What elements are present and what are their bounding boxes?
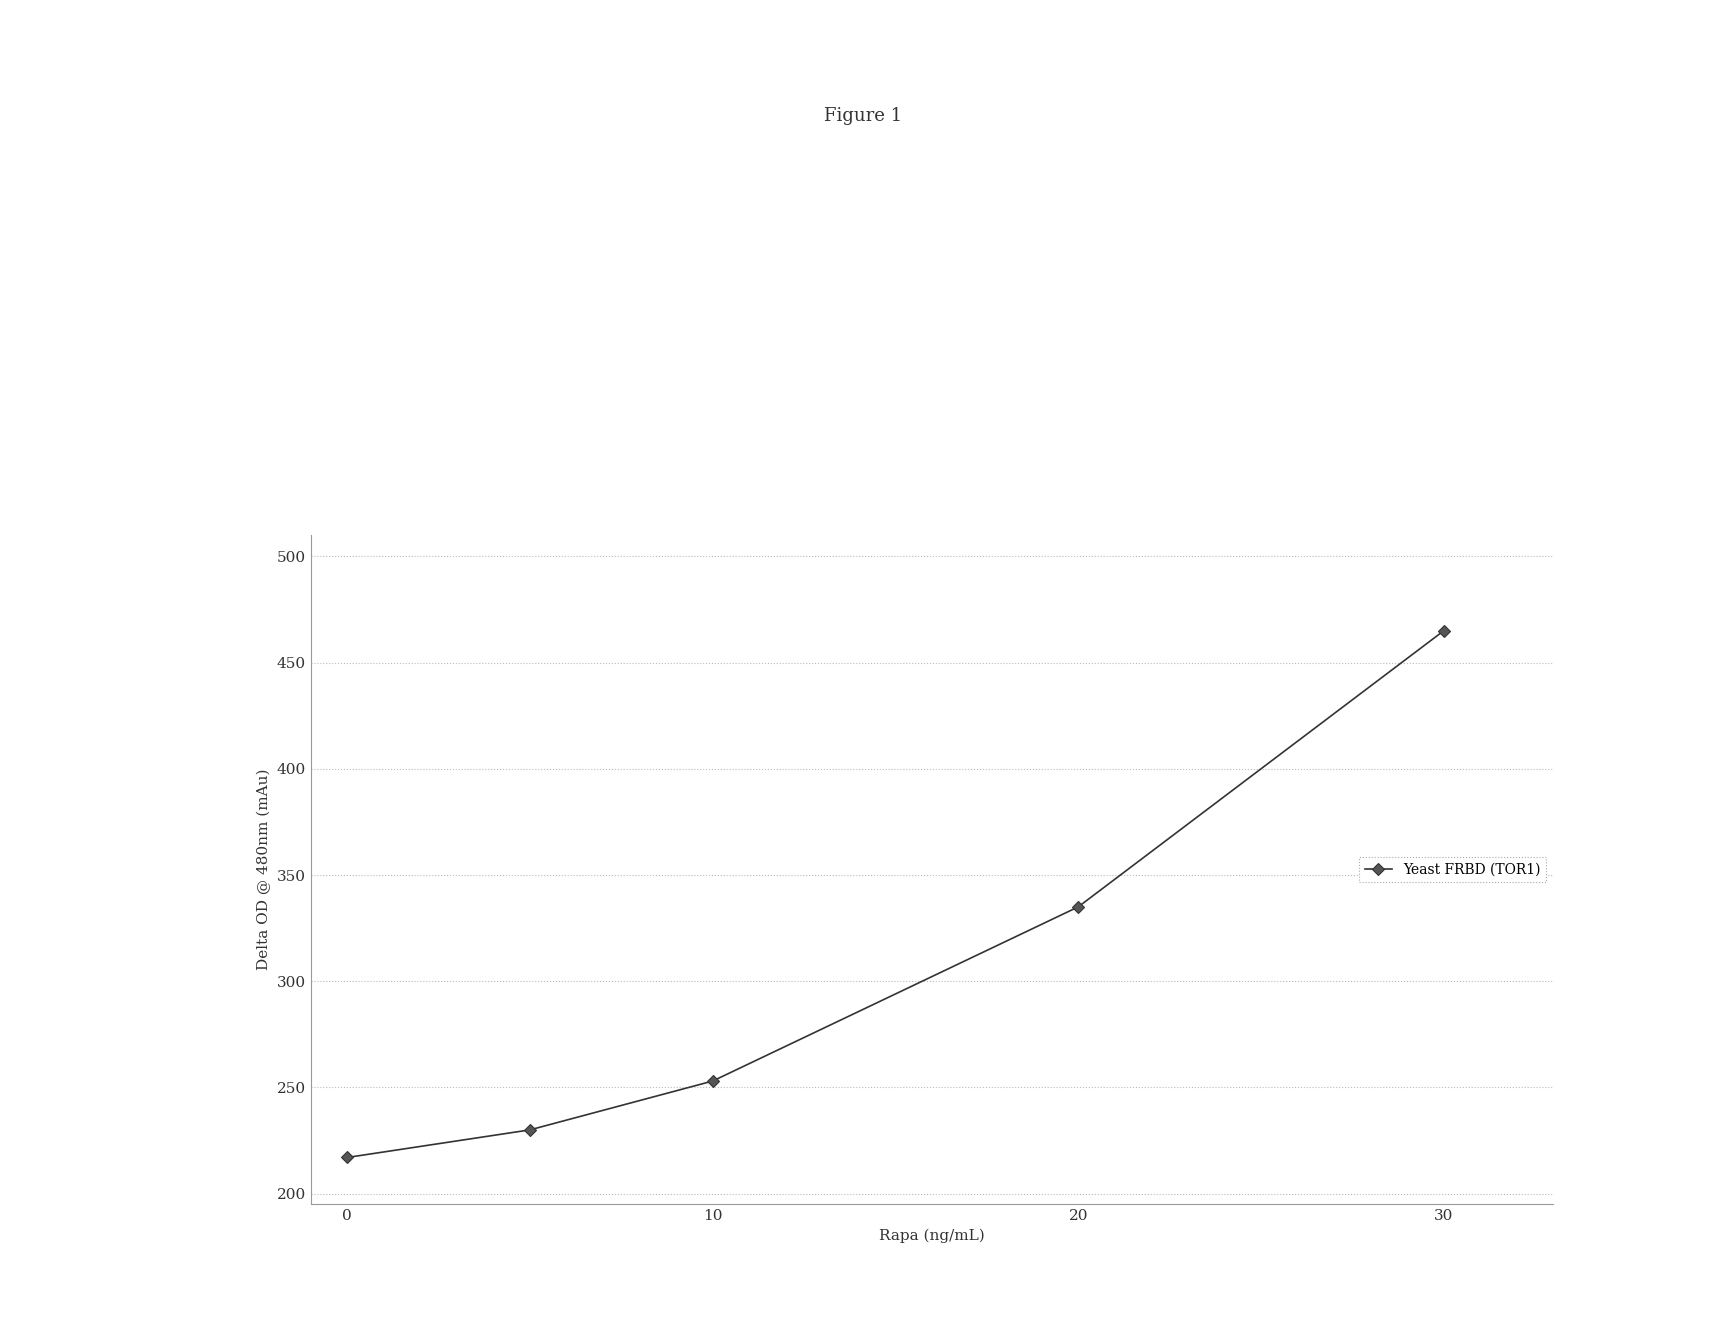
Line: Yeast FRBD (TOR1): Yeast FRBD (TOR1) xyxy=(343,626,1448,1161)
Yeast FRBD (TOR1) xyxy=(1433,622,1453,638)
Yeast FRBD (TOR1) xyxy=(702,1073,723,1089)
Text: Figure 1: Figure 1 xyxy=(823,107,903,124)
Legend: Yeast FRBD (TOR1): Yeast FRBD (TOR1) xyxy=(1358,858,1546,882)
Yeast FRBD (TOR1) xyxy=(337,1149,357,1165)
Yeast FRBD (TOR1) xyxy=(1068,899,1089,915)
Y-axis label: Delta OD @ 480nm (mAu): Delta OD @ 480nm (mAu) xyxy=(257,769,271,970)
X-axis label: Rapa (ng/mL): Rapa (ng/mL) xyxy=(879,1228,986,1243)
Yeast FRBD (TOR1) xyxy=(520,1121,540,1137)
